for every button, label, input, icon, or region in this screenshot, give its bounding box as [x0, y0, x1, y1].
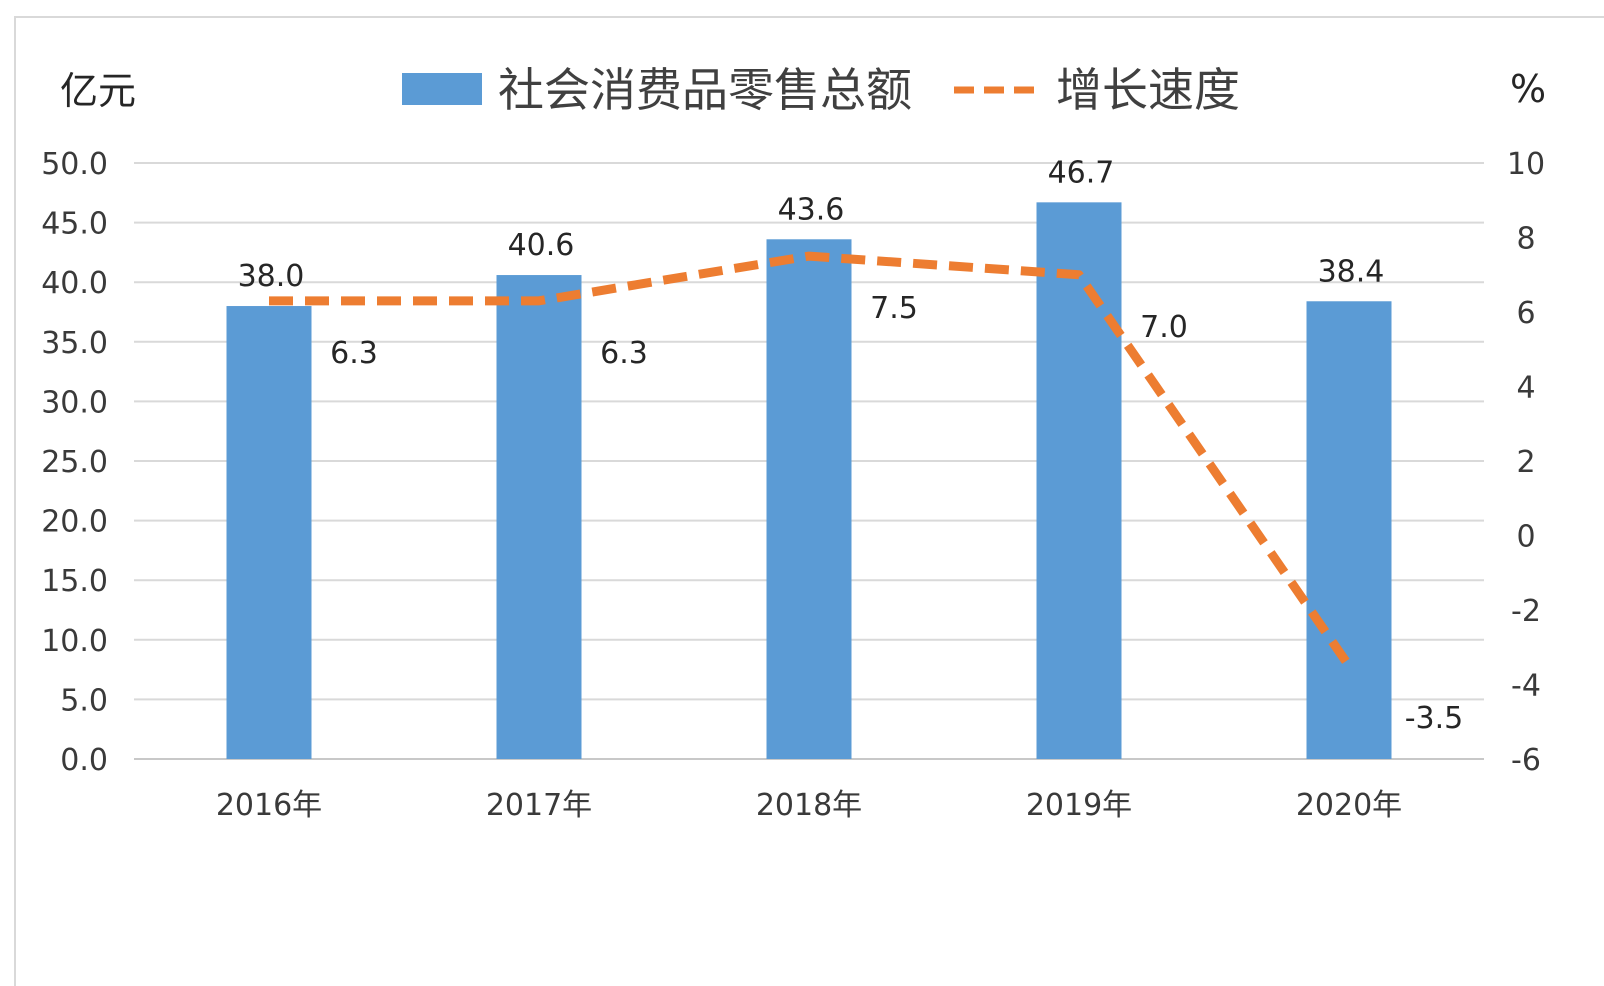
left-tick-label: 45.0 — [41, 207, 108, 242]
chart-frame — [14, 16, 1604, 986]
left-tick-label: 10.0 — [41, 624, 108, 659]
right-tick-label: -6 — [1511, 743, 1541, 778]
right-tick-label: 2 — [1516, 445, 1535, 480]
left-tick-label: 50.0 — [41, 147, 108, 182]
left-axis-unit: 亿元 — [60, 69, 136, 113]
line-point — [1348, 665, 1350, 667]
line-data-label: 7.5 — [870, 291, 918, 326]
left-tick-label: 40.0 — [41, 266, 108, 301]
x-tick-label: 2018年 — [756, 788, 862, 823]
line-point — [268, 300, 270, 302]
bar-data-label: 43.6 — [778, 192, 845, 227]
x-tick-label: 2017年 — [486, 788, 592, 823]
left-tick-label: 0.0 — [60, 743, 108, 778]
line-point — [538, 300, 540, 302]
bar-data-label: 38.0 — [238, 259, 305, 294]
left-tick-label: 35.0 — [41, 326, 108, 361]
right-axis-unit: % — [1510, 67, 1546, 111]
line-data-label: -3.5 — [1405, 701, 1464, 736]
bar — [1036, 202, 1122, 759]
legend-bar-swatch — [402, 73, 482, 105]
right-tick-label: 6 — [1516, 296, 1535, 331]
data-labels: 38.0 40.6 43.6 46.7 38.4 6.3 6.3 7.5 7.0 -3.5 — [238, 155, 1464, 736]
right-tick-label: -4 — [1511, 669, 1541, 704]
left-tick-label: 20.0 — [41, 505, 108, 540]
right-tick-label: -2 — [1511, 594, 1541, 629]
legend-line-label: 增长速度 — [1056, 63, 1240, 117]
left-tick-label: 15.0 — [41, 564, 108, 599]
right-tick-label: 0 — [1516, 520, 1535, 555]
left-tick-label: 25.0 — [41, 445, 108, 480]
bar — [766, 239, 852, 760]
left-tick-label: 5.0 — [60, 683, 108, 718]
legend: 社会消费品零售总额 增长速度 — [402, 63, 1240, 117]
bar-data-label: 38.4 — [1318, 254, 1385, 289]
left-tick-label: 30.0 — [41, 385, 108, 420]
right-tick-label: 10 — [1507, 147, 1545, 182]
bar-series — [226, 202, 1392, 760]
x-tick-label: 2016年 — [216, 788, 322, 823]
legend-bar-label: 社会消费品零售总额 — [498, 63, 912, 117]
x-tick-label: 2019年 — [1026, 788, 1132, 823]
line-data-label: 6.3 — [330, 336, 378, 371]
line-point — [1078, 274, 1080, 276]
bar — [496, 275, 582, 759]
growth-line — [269, 251, 1353, 669]
line-data-label: 6.3 — [600, 336, 648, 371]
right-tick-label: 8 — [1516, 222, 1535, 257]
line-point — [808, 255, 810, 257]
line-series — [268, 251, 1353, 669]
bar — [226, 306, 312, 759]
axes: 0.0 5.0 10.0 15.0 20.0 25.0 30.0 35.0 40.0 45.0 50… — [41, 147, 1545, 823]
line-data-label: 7.0 — [1140, 310, 1188, 345]
bar-data-label: 46.7 — [1048, 155, 1115, 190]
bar — [1306, 301, 1392, 759]
right-tick-label: 4 — [1516, 371, 1535, 406]
bar-data-label: 40.6 — [508, 228, 575, 263]
x-tick-label: 2020年 — [1296, 788, 1402, 823]
